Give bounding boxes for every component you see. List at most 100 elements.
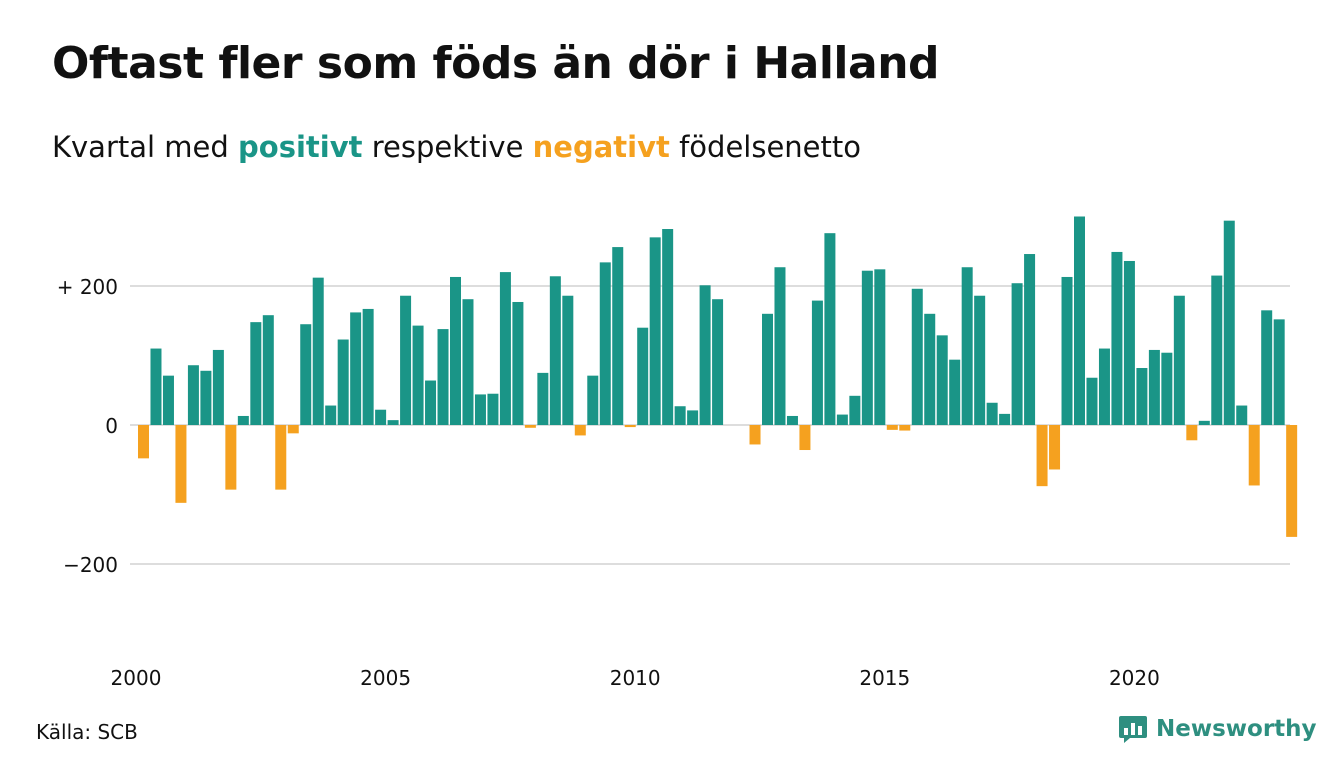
bar (1061, 276, 1073, 425)
bar (649, 237, 661, 425)
source-note: Källa: SCB (36, 720, 138, 744)
bar (1173, 295, 1185, 425)
bar (824, 233, 836, 425)
subtitle-prefix: Kvartal med (52, 130, 239, 164)
bar (786, 415, 798, 425)
bar (437, 329, 449, 425)
bar (1011, 283, 1023, 425)
bar (175, 425, 187, 503)
bar (774, 267, 786, 425)
bar (312, 277, 324, 425)
bar (250, 322, 262, 425)
bar (287, 425, 299, 434)
x-tick-label: 2015 (859, 666, 910, 690)
bar (487, 393, 499, 425)
bar (699, 285, 711, 425)
bar (275, 425, 287, 490)
chart-subtitle: Kvartal med positivt respektive negativt… (52, 130, 861, 164)
bar (1261, 310, 1273, 425)
bar (1049, 425, 1061, 470)
bar (150, 348, 162, 425)
legend-positive: positivt (238, 130, 363, 164)
bar (362, 308, 374, 425)
bar (1198, 420, 1210, 425)
bar (799, 425, 811, 451)
bar (1086, 377, 1098, 425)
bar (674, 406, 686, 425)
bar (1211, 275, 1223, 425)
bar (599, 262, 611, 425)
y-tick-label: −200 (63, 553, 118, 577)
bar (462, 299, 474, 425)
bar (187, 365, 199, 425)
bar (662, 229, 674, 425)
bar (300, 324, 312, 425)
bar (1098, 348, 1110, 425)
bar (974, 295, 986, 425)
bar (874, 269, 886, 425)
bar (225, 425, 237, 490)
bar (1148, 349, 1160, 425)
bar (849, 395, 861, 425)
subtitle-suffix: födelsenetto (669, 130, 861, 164)
bar (262, 315, 274, 425)
bar (162, 375, 174, 425)
bar (886, 425, 898, 430)
legend-negative: negativt (532, 130, 670, 164)
brand-logo: Newsworthy (1118, 714, 1317, 744)
bar (762, 313, 773, 425)
bar (400, 295, 412, 425)
bar (1036, 425, 1048, 487)
bar (911, 288, 923, 425)
bar (237, 415, 249, 425)
bar (138, 425, 149, 459)
chart-title: Oftast fler som föds än dör i Halland (52, 38, 940, 89)
bar (474, 394, 486, 425)
bar (425, 380, 437, 425)
x-tick-label: 2000 (111, 666, 162, 690)
bar (637, 327, 649, 425)
y-tick-label: + 200 (57, 275, 118, 299)
bar (899, 425, 911, 431)
bar (612, 247, 624, 425)
bar (512, 301, 524, 425)
bar (924, 313, 936, 425)
bar (587, 375, 599, 425)
bar (1273, 319, 1285, 425)
x-tick-label: 2010 (610, 666, 661, 690)
bar (1286, 425, 1298, 537)
bar (712, 299, 724, 425)
bar (1223, 220, 1235, 425)
bar (961, 267, 973, 425)
bar (1248, 425, 1260, 486)
x-tick-label: 2005 (360, 666, 411, 690)
bar (212, 349, 224, 425)
bar (499, 272, 511, 425)
bar (1236, 405, 1248, 425)
bar (999, 413, 1011, 425)
bar (1161, 352, 1173, 425)
bar (1186, 425, 1198, 441)
bar (811, 300, 823, 425)
bar (936, 335, 948, 425)
bar (986, 402, 998, 425)
bar (687, 410, 699, 425)
bar (574, 425, 586, 436)
bar (450, 276, 461, 425)
bar (1024, 254, 1036, 425)
bar (949, 359, 961, 425)
brand-name: Newsworthy (1156, 716, 1317, 742)
bar (1136, 368, 1148, 425)
bar-chart-speech-icon (1119, 716, 1147, 743)
bar (624, 425, 636, 428)
bar (861, 270, 873, 425)
bar (325, 405, 337, 425)
y-tick-label: 0 (105, 414, 118, 438)
bar (200, 370, 212, 425)
bar (387, 420, 399, 425)
bar (350, 312, 362, 425)
bar (375, 409, 387, 425)
bar (836, 414, 848, 425)
bar (412, 325, 424, 425)
